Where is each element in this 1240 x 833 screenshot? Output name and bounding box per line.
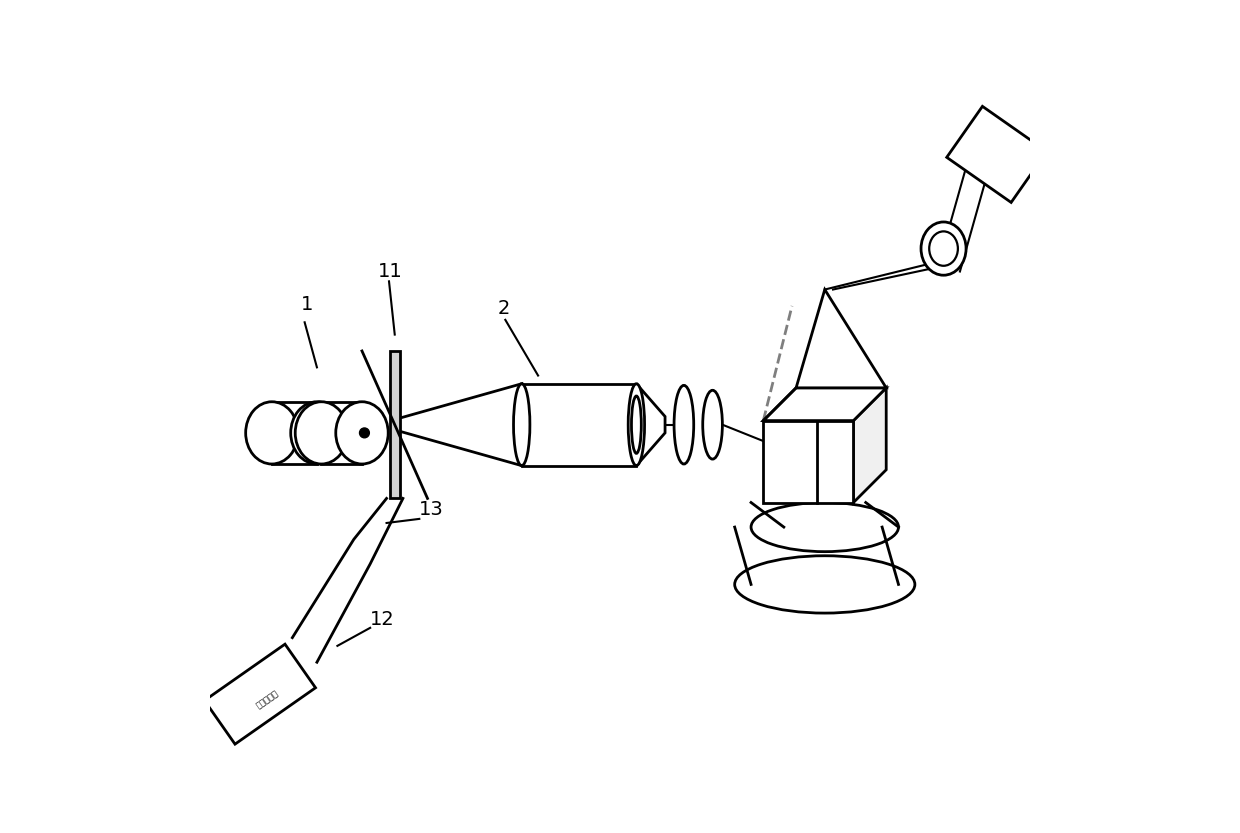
Ellipse shape — [246, 402, 298, 464]
Ellipse shape — [360, 428, 370, 438]
Text: 1: 1 — [300, 295, 312, 314]
Ellipse shape — [703, 391, 723, 459]
Polygon shape — [636, 384, 665, 466]
Ellipse shape — [929, 232, 957, 266]
Ellipse shape — [734, 556, 915, 613]
Polygon shape — [399, 384, 522, 466]
Text: 11: 11 — [378, 262, 403, 282]
Ellipse shape — [290, 402, 343, 464]
Ellipse shape — [295, 402, 347, 464]
Text: 分光控制器: 分光控制器 — [255, 688, 280, 710]
Text: 12: 12 — [371, 611, 394, 630]
Bar — [205, 644, 315, 744]
Ellipse shape — [921, 222, 966, 275]
Polygon shape — [796, 290, 887, 388]
Ellipse shape — [513, 384, 529, 466]
Ellipse shape — [631, 396, 641, 453]
Ellipse shape — [675, 386, 693, 464]
Ellipse shape — [629, 384, 645, 466]
Bar — [389, 351, 399, 498]
Ellipse shape — [336, 402, 388, 464]
Ellipse shape — [751, 502, 899, 551]
Text: 13: 13 — [419, 500, 444, 519]
Polygon shape — [764, 388, 887, 421]
Text: 2: 2 — [497, 299, 510, 318]
Bar — [946, 107, 1047, 202]
Bar — [764, 421, 853, 502]
Polygon shape — [853, 388, 887, 502]
